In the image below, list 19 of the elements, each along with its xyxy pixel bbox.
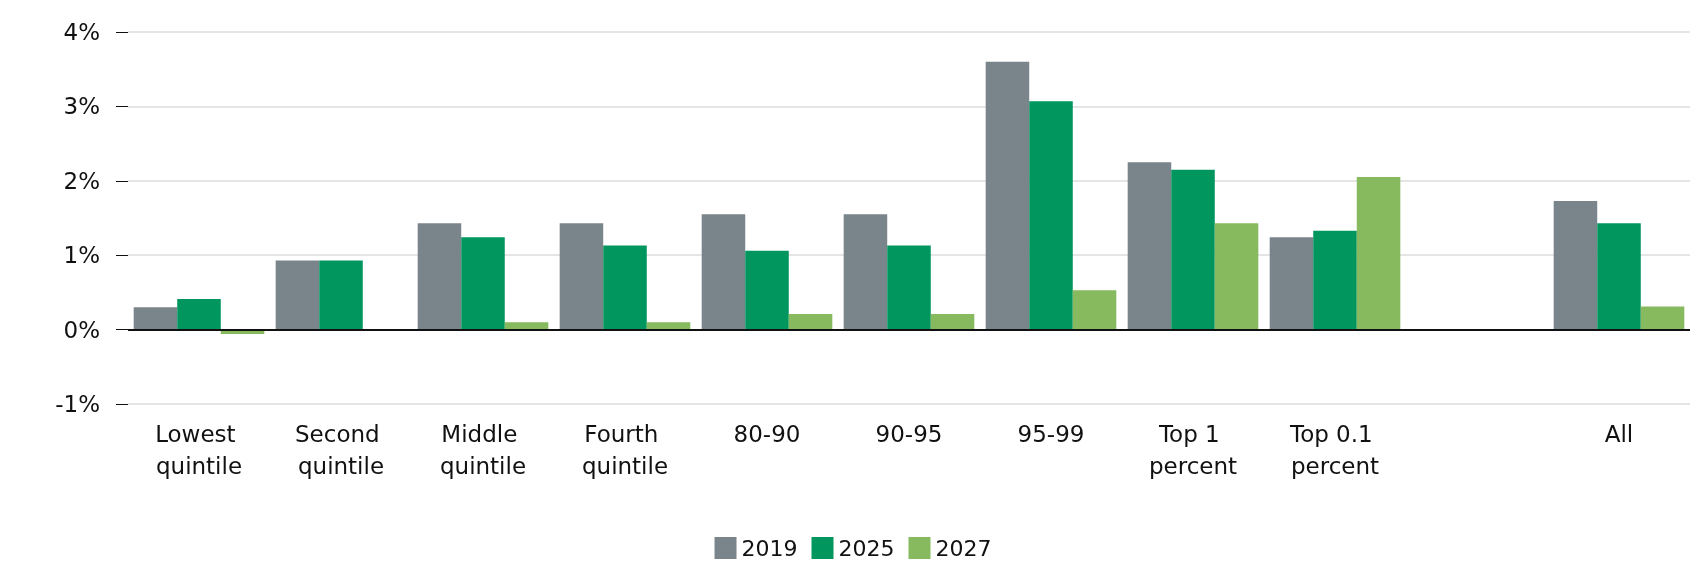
x-tick-label: Middle quintile (439, 421, 527, 479)
y-tick-label: 4% (63, 19, 100, 45)
x-tick-label: Top 1 percent (1148, 421, 1238, 479)
x-tick-label: Fourth quintile (581, 421, 669, 479)
x-tick-label: All (1604, 421, 1634, 447)
x-tick-label: Second quintile (295, 421, 387, 479)
x-tick-label: Lowest quintile (155, 421, 243, 479)
legend-label: 2025 (838, 535, 895, 561)
legend-label: 2019 (741, 535, 798, 561)
x-tick-label: 80-90 (733, 421, 801, 447)
y-tick-label: 1% (63, 242, 100, 269)
x-tick-label: 95-99 (1017, 421, 1085, 447)
legend-label: 2027 (935, 535, 992, 561)
y-tick-label: 2% (63, 167, 100, 194)
x-tick-label: 90-95 (875, 421, 943, 447)
y-tick-label: -1% (55, 391, 100, 417)
y-tick-label: 3% (63, 93, 100, 120)
y-tick-label: 0% (63, 316, 100, 343)
x-tick-label: Top 0.1 percent (1288, 421, 1381, 479)
